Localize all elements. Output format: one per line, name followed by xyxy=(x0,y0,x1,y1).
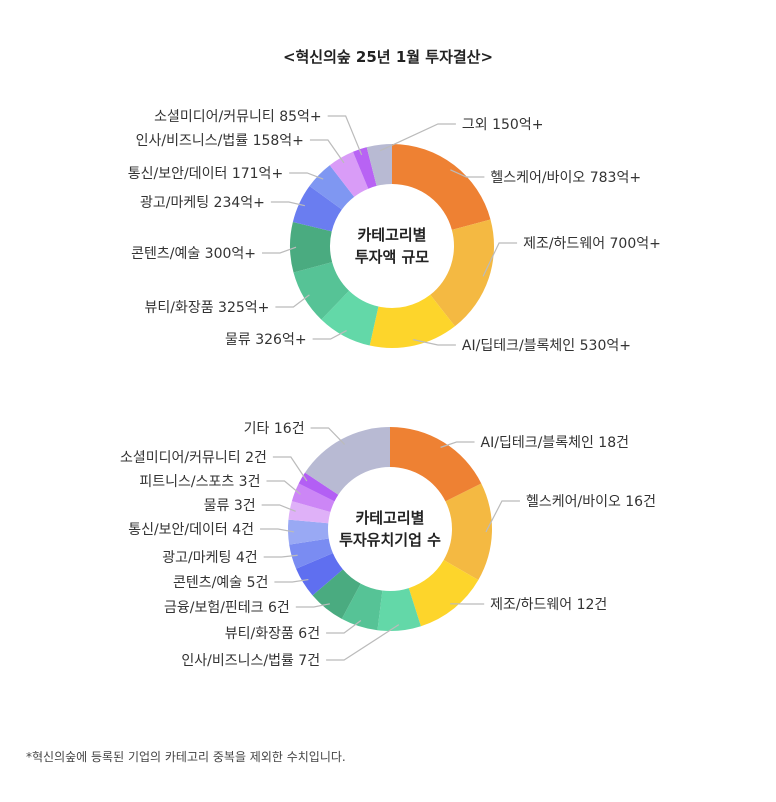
slice-label: 제조/하드웨어 700억+ xyxy=(523,236,661,252)
donut-slice xyxy=(352,147,377,189)
donut-slice xyxy=(443,483,492,580)
slice-label: 뷰티/화장품 6건 xyxy=(225,626,320,642)
donut-slice xyxy=(329,151,369,197)
donut-slice xyxy=(292,186,342,232)
leader-line xyxy=(262,246,297,254)
center-label: 카테고리별 xyxy=(355,509,424,527)
slice-label: 헬스케어/바이오 16건 xyxy=(526,494,656,510)
slice-label: 콘텐츠/예술 5건 xyxy=(173,575,268,591)
slice-label: 물류 3건 xyxy=(204,498,256,514)
leader-line xyxy=(312,330,347,340)
donut-slice xyxy=(290,221,333,273)
leader-line xyxy=(440,441,475,448)
leader-line xyxy=(482,242,518,277)
leader-line xyxy=(261,504,296,512)
donut-slice xyxy=(366,144,392,186)
leader-line xyxy=(260,528,295,533)
slice-label: 물류 326억+ xyxy=(225,332,307,348)
donut-slice xyxy=(312,569,361,619)
leader-line xyxy=(289,172,324,180)
donut-slice xyxy=(408,560,479,627)
leader-line xyxy=(266,480,301,495)
leader-line xyxy=(413,339,456,346)
slice-label: 피트니스/스포츠 3건 xyxy=(139,474,260,490)
slice-label: 기타 16건 xyxy=(244,421,305,437)
donut-slice xyxy=(293,262,350,320)
donut-slice xyxy=(288,519,329,545)
slice-label: 제조/하드웨어 12건 xyxy=(490,597,607,613)
page-title: <혁신의숲 25년 1월 투자결산> xyxy=(282,48,494,66)
leader-line xyxy=(327,115,363,156)
donut-slice xyxy=(309,165,355,210)
donut-slice xyxy=(430,219,494,327)
slice-label: 통신/보안/데이터 4건 xyxy=(128,522,254,538)
leader-line xyxy=(485,500,520,533)
slice-label: 광고/마케팅 4건 xyxy=(162,550,257,566)
slice-label: 소셜미디어/커뮤니티 2건 xyxy=(120,450,267,466)
leader-line xyxy=(326,620,362,634)
slice-label: 그외 150억+ xyxy=(462,117,544,133)
slice-label: 헬스케어/바이오 783억+ xyxy=(490,170,641,186)
leader-line xyxy=(310,427,346,445)
slice-label: 인사/비즈니스/법률 7건 xyxy=(181,653,320,669)
donut-slice xyxy=(392,144,491,230)
slice-label: 콘텐츠/예술 300억+ xyxy=(131,246,256,262)
donut-slice xyxy=(289,538,333,569)
leader-line xyxy=(309,139,345,164)
slice-label: 금융/보험/핀테크 6건 xyxy=(164,600,290,616)
donut-slice xyxy=(296,553,343,596)
donut-slice xyxy=(369,294,455,348)
leader-line xyxy=(274,578,309,583)
center-label: 투자유치기업 수 xyxy=(339,531,441,549)
leader-line xyxy=(270,201,306,207)
donut-slice xyxy=(288,501,331,524)
leader-line xyxy=(272,456,308,482)
donut-slice xyxy=(291,483,335,513)
donut-slice xyxy=(390,427,482,502)
leader-line xyxy=(263,554,298,558)
footnote: *혁신의숲에 등록된 기업의 카테고리 중복을 제외한 수치입니다. xyxy=(26,750,346,764)
donut-slice xyxy=(321,290,379,346)
center-label: 카테고리별 xyxy=(357,226,426,244)
donut-slice xyxy=(341,583,383,631)
slice-label: 소셜미디어/커뮤니티 85억+ xyxy=(154,109,322,125)
slice-label: 뷰티/화장품 325억+ xyxy=(144,300,269,316)
center-label: 투자액 규모 xyxy=(355,248,429,266)
leader-line xyxy=(450,169,485,178)
donut-slice xyxy=(377,588,421,631)
donut-slice xyxy=(304,427,390,495)
slice-label: AI/딥테크/블록체인 18건 xyxy=(481,435,629,451)
slice-label: AI/딥테크/블록체인 530억+ xyxy=(462,338,631,354)
slice-label: 인사/비즈니스/법률 158억+ xyxy=(136,133,304,149)
leader-line xyxy=(326,624,400,661)
leader-line xyxy=(275,294,310,308)
slice-label: 통신/보안/데이터 171억+ xyxy=(128,166,283,182)
leader-line xyxy=(295,603,330,608)
slice-label: 광고/마케팅 234억+ xyxy=(140,195,265,211)
donut-slice xyxy=(298,472,339,502)
leader-line xyxy=(379,123,456,152)
